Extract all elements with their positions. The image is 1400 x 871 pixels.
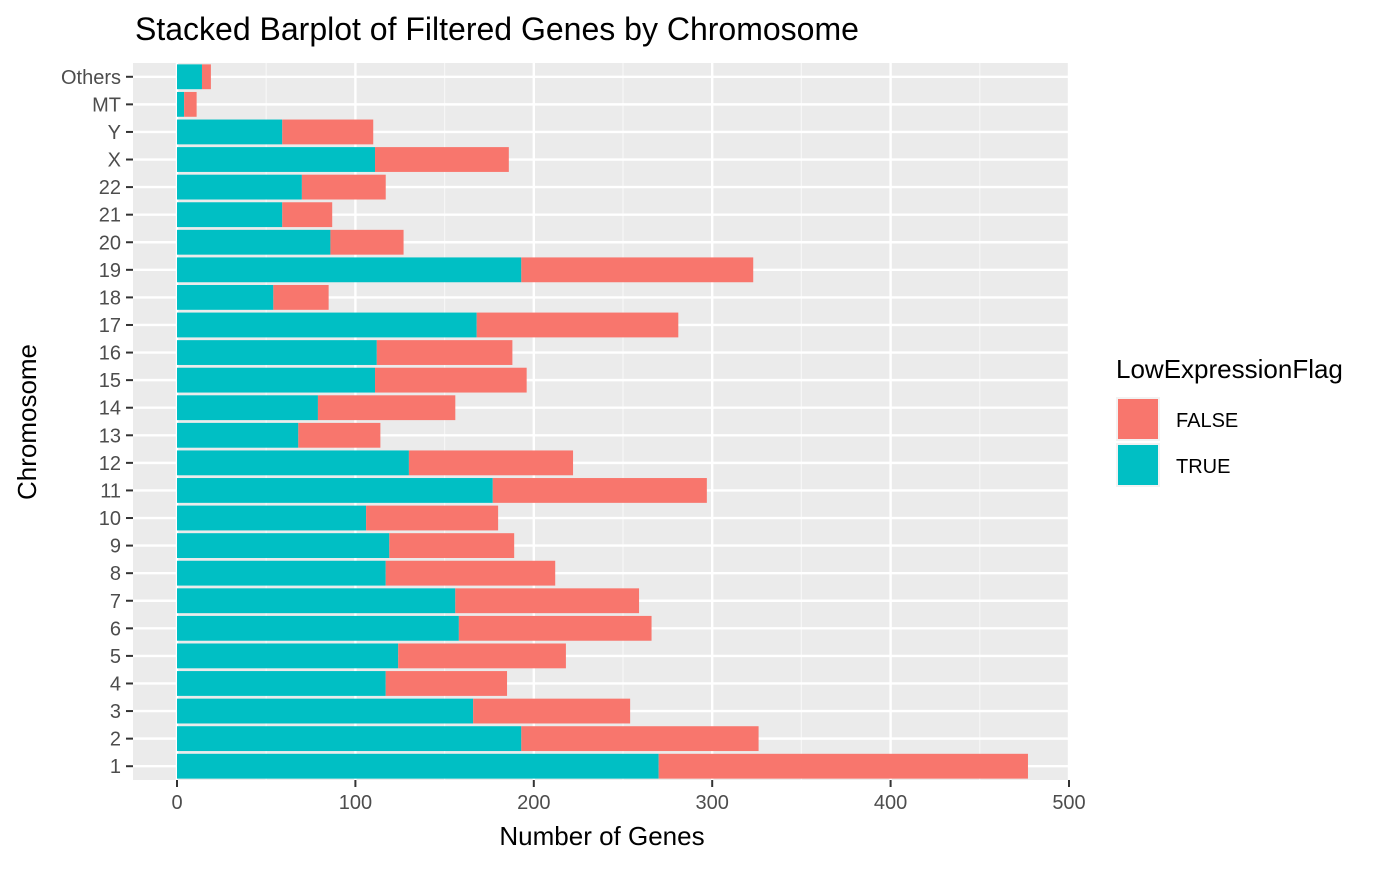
bar-false-4 bbox=[385, 671, 508, 696]
y-tick-label: Others bbox=[61, 67, 121, 89]
y-tick-label: 17 bbox=[99, 315, 121, 337]
bar-false-7 bbox=[455, 588, 640, 614]
y-tick-label: 5 bbox=[110, 646, 121, 668]
bar-false-2 bbox=[521, 726, 759, 752]
y-tick-label: 7 bbox=[110, 591, 121, 613]
y-tick-label: 9 bbox=[110, 536, 121, 558]
x-tick-label: 200 bbox=[517, 792, 550, 814]
bar-true-14 bbox=[177, 395, 318, 421]
bar-false-16 bbox=[376, 340, 513, 365]
bar-true-11 bbox=[177, 478, 493, 503]
bar-false-13 bbox=[298, 422, 381, 448]
bar-false-19 bbox=[521, 257, 754, 283]
y-tick-label: Y bbox=[108, 122, 121, 144]
bar-false-5 bbox=[398, 643, 566, 669]
chart-title: Stacked Barplot of Filtered Genes by Chr… bbox=[135, 11, 859, 47]
x-tick-label: 400 bbox=[874, 792, 907, 814]
y-tick-label: X bbox=[108, 150, 121, 172]
bar-true-17 bbox=[177, 312, 477, 338]
bar-true-4 bbox=[177, 671, 386, 696]
y-tick-label: 10 bbox=[99, 508, 121, 530]
legend-label-true: TRUE bbox=[1176, 456, 1230, 478]
bar-true-X bbox=[177, 147, 376, 172]
bar-true-18 bbox=[177, 284, 274, 310]
bar-true-6 bbox=[177, 615, 459, 641]
x-tick-label: 100 bbox=[339, 792, 372, 814]
legend-items: FALSE TRUE bbox=[1116, 397, 1238, 487]
bar-false-20 bbox=[330, 229, 404, 255]
bar-true-21 bbox=[177, 202, 283, 228]
legend-swatch-false bbox=[1118, 399, 1158, 439]
bar-true-Y bbox=[177, 119, 283, 145]
y-tick-label: 21 bbox=[99, 205, 121, 227]
y-tick-label: 13 bbox=[99, 425, 121, 447]
bar-true-1 bbox=[177, 753, 659, 779]
y-tick-label: 3 bbox=[110, 701, 121, 723]
bar-true-9 bbox=[177, 533, 390, 559]
bar-false-12 bbox=[408, 450, 574, 476]
y-tick-label: 1 bbox=[110, 756, 121, 778]
y-tick-label: 4 bbox=[110, 673, 121, 695]
bar-true-20 bbox=[177, 229, 331, 255]
bar-false-10 bbox=[366, 505, 499, 531]
bar-true-19 bbox=[177, 257, 522, 283]
bar-true-12 bbox=[177, 450, 409, 476]
legend-title: LowExpressionFlag bbox=[1116, 354, 1343, 384]
bar-true-MT bbox=[177, 91, 185, 117]
bar-false-21 bbox=[282, 202, 333, 228]
bar-false-11 bbox=[492, 478, 707, 503]
bar-false-1 bbox=[658, 753, 1028, 779]
y-tick-label: 20 bbox=[99, 232, 121, 254]
y-tick-label: 12 bbox=[99, 453, 121, 475]
x-tick-label: 0 bbox=[171, 792, 182, 814]
bar-false-X bbox=[375, 147, 509, 172]
bar-false-17 bbox=[476, 312, 679, 338]
bar-false-Y bbox=[282, 119, 374, 145]
y-tick-label: 22 bbox=[99, 177, 121, 199]
legend-swatch-true bbox=[1118, 445, 1158, 485]
bar-true-8 bbox=[177, 560, 386, 586]
x-tick-label: 300 bbox=[696, 792, 729, 814]
x-tick-label: 500 bbox=[1052, 792, 1085, 814]
bar-false-MT bbox=[184, 91, 197, 117]
bar-true-10 bbox=[177, 505, 367, 531]
legend: LowExpressionFlag FALSE TRUE bbox=[1116, 354, 1343, 487]
bar-true-22 bbox=[177, 174, 302, 200]
bar-true-Others bbox=[177, 64, 202, 90]
y-tick-label: 15 bbox=[99, 370, 121, 392]
bar-false-Others bbox=[201, 64, 211, 90]
y-tick-label: 11 bbox=[100, 480, 121, 502]
bar-true-2 bbox=[177, 726, 522, 752]
bar-true-7 bbox=[177, 588, 456, 614]
bar-false-3 bbox=[473, 698, 631, 724]
y-tick-label: 18 bbox=[99, 287, 121, 309]
bar-false-9 bbox=[389, 533, 515, 559]
bar-true-15 bbox=[177, 367, 376, 393]
y-tick-label: 16 bbox=[99, 343, 121, 365]
y-tick-label: 8 bbox=[110, 563, 121, 585]
bar-false-6 bbox=[458, 615, 652, 641]
x-axis-title: Number of Genes bbox=[499, 821, 704, 851]
plot-area: 12345678910111213141516171819202122XYMTO… bbox=[61, 63, 1086, 814]
y-tick-label: 2 bbox=[110, 729, 121, 751]
bar-false-15 bbox=[375, 367, 527, 393]
bar-false-8 bbox=[385, 560, 556, 586]
bar-false-18 bbox=[273, 284, 329, 310]
bar-false-14 bbox=[317, 395, 456, 421]
bar-true-5 bbox=[177, 643, 399, 669]
bar-false-22 bbox=[301, 174, 386, 200]
y-axis-title: Chromosome bbox=[12, 344, 42, 500]
y-tick-label: 6 bbox=[110, 618, 121, 640]
y-tick-label: MT bbox=[92, 94, 121, 116]
bar-true-3 bbox=[177, 698, 474, 724]
y-tick-label: 14 bbox=[99, 398, 121, 420]
legend-label-false: FALSE bbox=[1176, 410, 1238, 432]
y-tick-label: 19 bbox=[99, 260, 121, 282]
bar-true-13 bbox=[177, 422, 299, 448]
bar-true-16 bbox=[177, 340, 377, 365]
